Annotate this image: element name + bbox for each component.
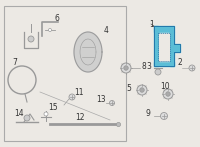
Polygon shape (74, 32, 102, 72)
Text: 14: 14 (14, 108, 24, 117)
Circle shape (163, 89, 173, 99)
Polygon shape (154, 26, 174, 32)
Polygon shape (174, 44, 180, 52)
Circle shape (69, 94, 75, 100)
Circle shape (28, 36, 34, 42)
Circle shape (110, 101, 115, 106)
Polygon shape (159, 33, 169, 61)
Circle shape (44, 112, 48, 116)
Polygon shape (154, 26, 158, 66)
Text: 1: 1 (149, 20, 154, 29)
Text: 3: 3 (146, 61, 151, 71)
Circle shape (137, 85, 147, 95)
Text: 15: 15 (48, 103, 58, 112)
Text: 4: 4 (104, 25, 109, 35)
Circle shape (155, 69, 161, 75)
Text: 7: 7 (12, 57, 17, 66)
Text: 11: 11 (74, 87, 84, 96)
Text: 13: 13 (96, 95, 106, 103)
Text: 5: 5 (126, 83, 131, 92)
Polygon shape (154, 62, 174, 66)
Circle shape (24, 115, 30, 121)
Circle shape (189, 65, 195, 71)
Text: 6: 6 (54, 14, 59, 22)
Circle shape (140, 88, 144, 92)
Text: 2: 2 (178, 57, 183, 66)
Text: 8: 8 (141, 61, 146, 71)
Text: 12: 12 (75, 113, 85, 122)
Circle shape (121, 63, 131, 73)
Polygon shape (170, 32, 174, 66)
Text: 9: 9 (146, 110, 151, 118)
Circle shape (166, 92, 170, 96)
Circle shape (160, 112, 168, 120)
Circle shape (49, 29, 52, 31)
Text: 10: 10 (160, 81, 170, 91)
Bar (4, 6, 126, 141)
Circle shape (124, 66, 128, 70)
